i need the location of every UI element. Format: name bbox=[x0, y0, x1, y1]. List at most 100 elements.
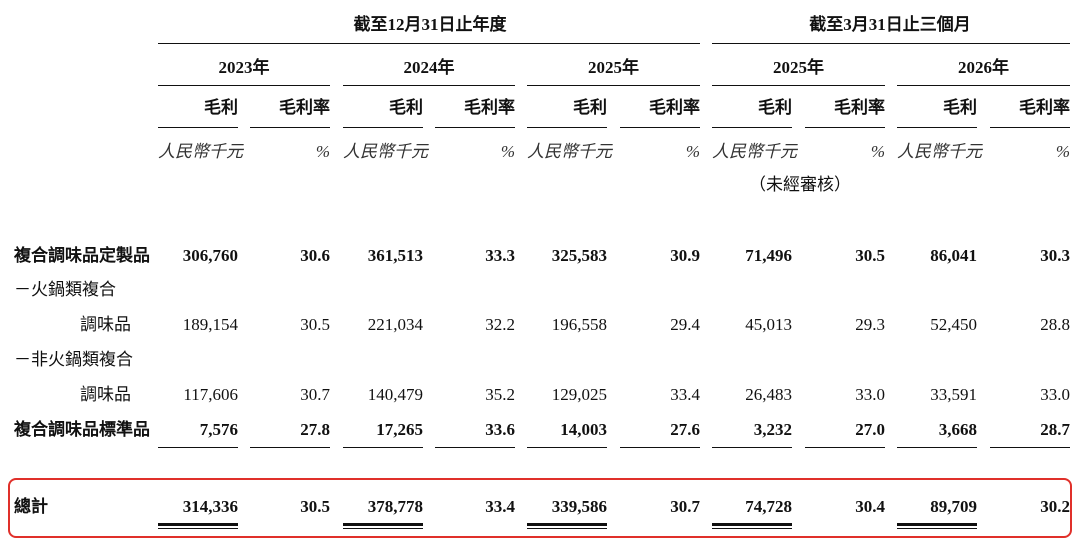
cell-value: 28.8 bbox=[1040, 315, 1070, 334]
highlight-box bbox=[8, 478, 1072, 538]
rule bbox=[343, 127, 423, 128]
rule bbox=[897, 523, 977, 526]
rule bbox=[712, 523, 792, 526]
unit-label: % bbox=[315, 142, 330, 161]
cell-value: 32.2 bbox=[485, 315, 515, 334]
cell-value: 30.6 bbox=[300, 246, 330, 265]
rule bbox=[712, 85, 885, 86]
metric-header: 毛利率 bbox=[464, 98, 515, 117]
rule bbox=[158, 447, 238, 448]
row-label: －非火鍋類複合 bbox=[14, 350, 133, 369]
cell-value: 30.9 bbox=[670, 246, 700, 265]
cell-value: 28.7 bbox=[1040, 420, 1070, 439]
rule bbox=[158, 127, 238, 128]
unit-label: % bbox=[1055, 142, 1070, 161]
rule bbox=[897, 447, 977, 448]
rule bbox=[343, 85, 515, 86]
unit-label: % bbox=[500, 142, 515, 161]
rule bbox=[250, 447, 330, 448]
cell-value: 29.4 bbox=[670, 315, 700, 334]
rule bbox=[158, 43, 700, 44]
total-value: 339,586 bbox=[551, 497, 607, 516]
rule bbox=[343, 523, 423, 526]
total-value: 30.7 bbox=[670, 497, 700, 516]
cell-value: 30.5 bbox=[855, 246, 885, 265]
unit-label: % bbox=[685, 142, 700, 161]
rule bbox=[712, 447, 792, 448]
total-value: 30.5 bbox=[300, 497, 330, 516]
cell-value: 27.6 bbox=[670, 420, 700, 439]
rule bbox=[527, 447, 607, 448]
rule bbox=[158, 85, 330, 86]
cell-value: 306,760 bbox=[182, 246, 238, 265]
metric-header: 毛利 bbox=[204, 98, 238, 117]
year-header: 2024年 bbox=[403, 58, 455, 77]
cell-value: 17,265 bbox=[376, 420, 423, 439]
cell-value: 33.4 bbox=[670, 385, 700, 404]
total-value: 74,728 bbox=[745, 497, 792, 516]
unit-label: 人民幣千元 bbox=[158, 142, 243, 161]
metric-header: 毛利 bbox=[389, 98, 423, 117]
row-label: 調味品 bbox=[80, 315, 131, 334]
row-label: －火鍋類複合 bbox=[14, 280, 116, 299]
metric-header: 毛利 bbox=[758, 98, 792, 117]
cell-value: 33.0 bbox=[855, 385, 885, 404]
metric-header: 毛利率 bbox=[649, 98, 700, 117]
cell-value: 71,496 bbox=[745, 246, 792, 265]
cell-value: 45,013 bbox=[745, 315, 792, 334]
cell-value: 27.8 bbox=[300, 420, 330, 439]
metric-header: 毛利率 bbox=[834, 98, 885, 117]
unit-label: % bbox=[870, 142, 885, 161]
cell-value: 30.7 bbox=[300, 385, 330, 404]
metric-header: 毛利率 bbox=[1019, 98, 1070, 117]
total-value: 378,778 bbox=[367, 497, 423, 516]
row-label: 複合調味品標準品 bbox=[14, 420, 150, 439]
rule bbox=[527, 528, 607, 529]
rule bbox=[527, 523, 607, 526]
cell-value: 30.5 bbox=[300, 315, 330, 334]
rule bbox=[527, 85, 700, 86]
cell-value: 14,003 bbox=[560, 420, 607, 439]
cell-value: 221,034 bbox=[367, 315, 423, 334]
cell-value: 86,041 bbox=[930, 246, 977, 265]
cell-value: 3,232 bbox=[753, 420, 792, 439]
rule bbox=[712, 43, 1070, 44]
rule bbox=[897, 127, 977, 128]
unit-label: 人民幣千元 bbox=[343, 142, 428, 161]
cell-value: 30.3 bbox=[1040, 246, 1070, 265]
cell-value: 189,154 bbox=[182, 315, 238, 334]
year-header: 2023年 bbox=[218, 58, 270, 77]
rule bbox=[158, 528, 238, 529]
cell-value: 117,606 bbox=[183, 385, 238, 404]
rule bbox=[435, 447, 515, 448]
total-value: 314,336 bbox=[182, 497, 238, 516]
cell-value: 52,450 bbox=[930, 315, 977, 334]
rule bbox=[990, 127, 1070, 128]
group-header: 截至3月31日止三個月 bbox=[809, 15, 971, 34]
rule bbox=[527, 127, 607, 128]
cell-value: 26,483 bbox=[745, 385, 792, 404]
total-value: 33.4 bbox=[485, 497, 515, 516]
rule bbox=[805, 447, 885, 448]
rule bbox=[620, 127, 700, 128]
total-value: 30.4 bbox=[855, 497, 885, 516]
row-label: 複合調味品定製品 bbox=[14, 246, 150, 265]
rule bbox=[712, 528, 792, 529]
unit-label: 人民幣千元 bbox=[897, 142, 982, 161]
rule bbox=[620, 447, 700, 448]
cell-value: 33.6 bbox=[485, 420, 515, 439]
rule bbox=[897, 528, 977, 529]
unit-label: 人民幣千元 bbox=[712, 142, 797, 161]
year-header: 2026年 bbox=[958, 58, 1009, 77]
rule bbox=[990, 447, 1070, 448]
rule bbox=[158, 523, 238, 526]
cell-value: 325,583 bbox=[551, 246, 607, 265]
cell-value: 3,668 bbox=[938, 420, 977, 439]
cell-value: 29.3 bbox=[855, 315, 885, 334]
rule bbox=[435, 127, 515, 128]
group-header: 截至12月31日止年度 bbox=[353, 15, 507, 34]
year-header: 2025年 bbox=[773, 58, 824, 77]
total-value: 89,709 bbox=[930, 497, 977, 516]
unaudited-note: （未經審核） bbox=[749, 175, 851, 194]
rule bbox=[805, 127, 885, 128]
